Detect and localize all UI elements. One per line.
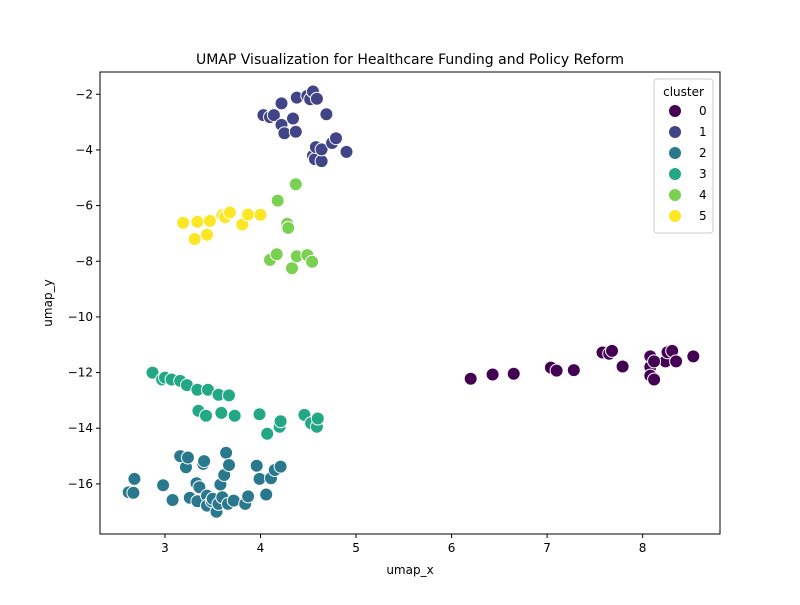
data-point-cluster-2 <box>226 493 241 508</box>
data-point-cluster-5 <box>222 205 237 220</box>
data-point-cluster-0 <box>485 367 500 382</box>
legend-label-cluster-5: 5 <box>699 209 707 223</box>
legend-marker-cluster-2 <box>668 146 682 160</box>
legend-marker-cluster-3 <box>668 167 682 181</box>
data-point-cluster-2 <box>219 445 234 460</box>
legend-label-cluster-4: 4 <box>699 188 707 202</box>
legend-label-cluster-1: 1 <box>699 125 707 139</box>
x-tick-label: 7 <box>543 541 551 555</box>
x-tick-label: 6 <box>448 541 456 555</box>
data-point-cluster-2 <box>241 489 256 504</box>
x-tick-label: 8 <box>639 541 647 555</box>
y-tick-label: −8 <box>75 254 93 268</box>
legend[interactable]: cluster 0 1 2 3 4 5 <box>653 78 714 234</box>
data-point-cluster-2 <box>180 450 195 465</box>
chart-title: UMAP Visualization for Healthcare Fundin… <box>196 52 624 68</box>
data-point-cluster-3 <box>310 411 325 426</box>
data-point-cluster-0 <box>605 343 619 358</box>
plot-frame <box>99 71 721 535</box>
data-point-cluster-0 <box>669 354 684 369</box>
data-point-cluster-4 <box>288 177 303 192</box>
y-axis-label: umap_y <box>41 279 55 326</box>
x-tick-label: 5 <box>352 541 360 555</box>
data-point-cluster-0 <box>463 371 478 386</box>
data-point-cluster-5 <box>200 227 214 242</box>
data-point-cluster-0 <box>506 366 521 381</box>
data-point-cluster-2 <box>126 485 141 500</box>
data-point-cluster-3 <box>227 408 242 423</box>
data-point-cluster-5 <box>190 214 205 229</box>
y-axis: −16 −14 −12 −10 −8 −6 −4 −2 <box>68 87 100 491</box>
data-point-cluster-5 <box>253 207 268 222</box>
data-point-cluster-2 <box>197 454 212 469</box>
data-point-cluster-3 <box>260 426 275 441</box>
data-point-cluster-3 <box>145 365 160 380</box>
data-point-cluster-0 <box>647 354 662 369</box>
data-point-cluster-2 <box>127 471 142 486</box>
data-point-cluster-0 <box>549 363 564 378</box>
data-point-cluster-2 <box>273 459 288 474</box>
data-point-cluster-4 <box>281 220 296 235</box>
data-point-cluster-1 <box>339 144 354 159</box>
data-point-cluster-1 <box>274 96 289 111</box>
data-point-cluster-1 <box>286 111 300 126</box>
data-point-cluster-3 <box>273 414 288 429</box>
legend-marker-cluster-5 <box>668 209 682 223</box>
data-point-cluster-5 <box>187 232 202 246</box>
data-point-cluster-0 <box>566 363 581 378</box>
data-point-cluster-2 <box>222 458 236 472</box>
data-point-cluster-2 <box>156 478 171 493</box>
data-point-cluster-0 <box>686 349 701 364</box>
data-point-cluster-3 <box>214 405 229 420</box>
data-point-cluster-1 <box>329 131 343 146</box>
x-tick-label: 4 <box>257 541 265 555</box>
y-tick-label: −16 <box>68 477 93 491</box>
legend-marker-cluster-4 <box>668 188 682 202</box>
legend-label-cluster-0: 0 <box>699 104 707 118</box>
data-point-cluster-4 <box>285 261 299 276</box>
y-tick-label: −2 <box>75 87 93 101</box>
data-point-cluster-2 <box>249 458 264 473</box>
data-point-cluster-3 <box>222 388 236 403</box>
data-point-cluster-4 <box>270 193 285 208</box>
data-point-cluster-0 <box>647 372 662 387</box>
y-tick-label: −10 <box>68 310 93 324</box>
data-point-cluster-5 <box>202 213 217 228</box>
x-axis: 3 4 5 6 7 8 <box>161 534 646 555</box>
y-tick-label: −4 <box>75 143 93 157</box>
data-point-cluster-3 <box>252 407 267 422</box>
legend-label-cluster-3: 3 <box>699 167 707 181</box>
legend-label-cluster-2: 2 <box>699 146 707 160</box>
y-tick-label: −6 <box>75 199 93 213</box>
data-point-cluster-0 <box>615 359 630 374</box>
data-point-cluster-1 <box>319 107 334 122</box>
y-tick-label: −14 <box>68 421 93 435</box>
y-tick-label: −12 <box>68 366 93 380</box>
data-point-cluster-1 <box>309 91 324 106</box>
data-points <box>121 84 701 519</box>
data-point-cluster-2 <box>165 493 180 507</box>
data-point-cluster-4 <box>269 247 284 262</box>
data-point-cluster-1 <box>314 142 329 157</box>
data-point-cluster-4 <box>305 254 320 269</box>
data-point-cluster-2 <box>259 487 274 502</box>
legend-marker-cluster-1 <box>668 125 682 139</box>
legend-title: cluster <box>663 85 704 99</box>
data-point-cluster-1 <box>266 108 281 123</box>
data-point-cluster-5 <box>241 207 256 222</box>
data-point-cluster-3 <box>199 408 213 423</box>
x-tick-label: 3 <box>161 541 169 555</box>
data-point-cluster-5 <box>176 215 191 230</box>
data-point-cluster-1 <box>314 154 329 169</box>
legend-marker-cluster-0 <box>668 104 682 118</box>
data-point-cluster-1 <box>288 124 303 139</box>
x-axis-label: umap_x <box>386 563 433 577</box>
